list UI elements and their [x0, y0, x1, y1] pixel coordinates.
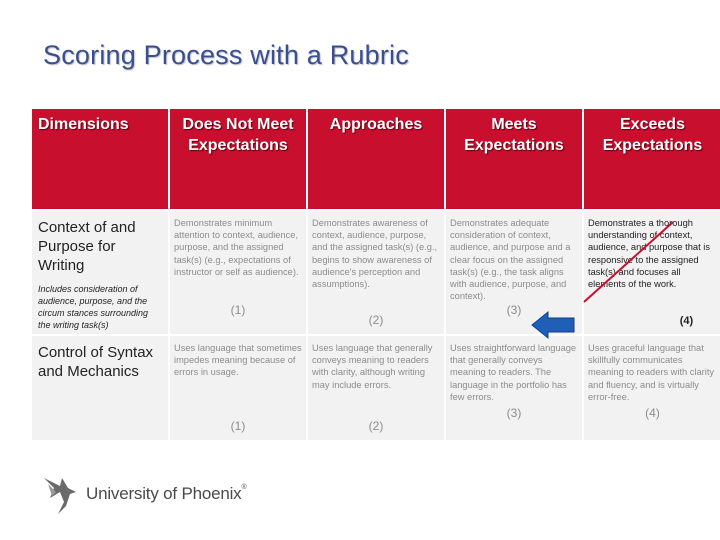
header-approaches: Approaches: [308, 109, 444, 209]
slide-title: Scoring Process with a Rubric: [43, 40, 409, 70]
dimension-title: Control of Syntax and Mechanics: [38, 344, 154, 380]
score-label: (4): [645, 406, 660, 420]
dimension-cell: Control of Syntax and Mechanics: [32, 336, 168, 440]
cell-description: Uses language that sometimes impedes mea…: [174, 343, 302, 378]
rubric-cell: Demonstrates adequate consideration of c…: [446, 211, 582, 334]
header-meets: Meets Expectations: [446, 109, 582, 209]
logo-name: University of Phoenix: [86, 484, 242, 503]
score-label: (4): [679, 315, 694, 327]
score-label: (1): [230, 419, 246, 433]
logo-reg-mark: ®: [241, 484, 247, 491]
rubric-cell: Uses language that generally conveys mea…: [308, 336, 444, 440]
rubric-cell: Demonstrates minimum attention to contex…: [170, 211, 306, 334]
dimension-title: Context of and Purpose for Writing: [38, 219, 136, 274]
score-label: (1): [230, 303, 246, 317]
cell-description: Uses straightforward language that gener…: [450, 343, 577, 402]
score-label: (3): [506, 303, 522, 317]
table-row: Control of Syntax and Mechanics Uses lan…: [32, 336, 720, 440]
rubric-cell: Demonstrates awareness of context, audie…: [308, 211, 444, 334]
cell-description: Uses language that generally conveys mea…: [312, 343, 433, 390]
header-exceeds: Exceeds Expectations: [584, 109, 720, 209]
rubric-cell: Demonstrates a thorough understanding of…: [584, 211, 720, 334]
rubric-header-row: Dimensions Does Not Meet Expectations Ap…: [32, 109, 720, 209]
score-label: (3): [506, 406, 522, 420]
cell-description: Uses graceful language that skillfully c…: [588, 343, 715, 402]
cell-description: Demonstrates awareness of context, audie…: [312, 218, 438, 290]
university-logo: University of Phoenix®: [40, 472, 247, 516]
dimension-note: Includes consideration of audience, purp…: [38, 284, 149, 330]
cell-description: Demonstrates minimum attention to contex…: [174, 218, 299, 277]
table-row: Context of and Purpose for Writing Inclu…: [32, 211, 720, 334]
rubric-cell: Uses language that sometimes impedes mea…: [170, 336, 306, 440]
score-label: (2): [368, 313, 384, 327]
rubric-cell: Uses graceful language that skillfully c…: [584, 336, 720, 440]
phoenix-bird-icon: [44, 478, 76, 514]
rubric-cell: Uses straightforward language that gener…: [446, 336, 582, 440]
cell-description: Demonstrates adequate consideration of c…: [450, 218, 571, 302]
header-dimensions: Dimensions: [32, 109, 168, 209]
cell-description: Demonstrates a thorough understanding of…: [588, 218, 710, 290]
logo-text: University of Phoenix®: [86, 484, 247, 504]
score-label: (2): [368, 419, 384, 433]
dimension-cell: Context of and Purpose for Writing Inclu…: [32, 211, 168, 334]
header-does-not-meet: Does Not Meet Expectations: [170, 109, 306, 209]
rubric-table: Dimensions Does Not Meet Expectations Ap…: [30, 107, 720, 442]
